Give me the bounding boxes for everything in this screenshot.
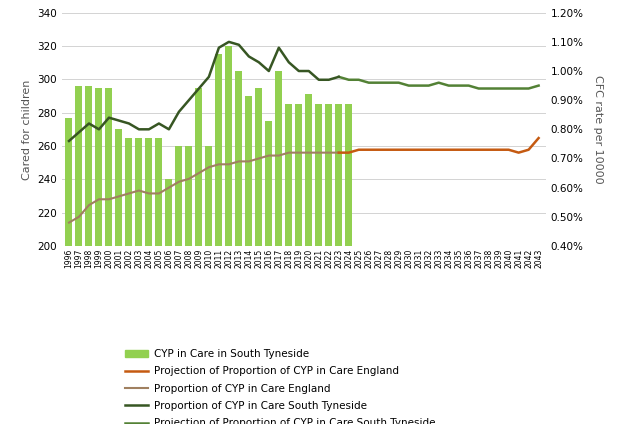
Bar [295,104,303,246]
Bar [125,138,133,246]
Bar [255,88,262,246]
Bar [195,88,202,246]
Bar [326,104,332,246]
Bar [345,104,352,246]
Bar [335,104,342,246]
Bar [246,96,252,246]
Bar [76,86,82,246]
Bar [265,121,272,246]
Bar [86,86,92,246]
Bar [135,138,143,246]
Y-axis label: Cared for children: Cared for children [22,79,32,179]
Bar [305,95,312,246]
Bar [285,104,292,246]
Bar [105,88,112,246]
Bar [66,118,73,246]
Bar [95,88,102,246]
Bar [146,138,153,246]
Bar [175,146,182,246]
Bar [215,54,223,246]
Bar [205,146,213,246]
Legend: CYP in Care in South Tyneside, Projection of Proportion of CYP in Care England, : CYP in Care in South Tyneside, Projectio… [125,349,436,424]
Bar [275,71,282,246]
Bar [156,138,162,246]
Bar [225,46,232,246]
Bar [115,129,123,246]
Bar [166,179,172,246]
Bar [236,71,242,246]
Y-axis label: CFC rate per 10000: CFC rate per 10000 [593,75,603,184]
Bar [316,104,322,246]
Bar [185,146,192,246]
